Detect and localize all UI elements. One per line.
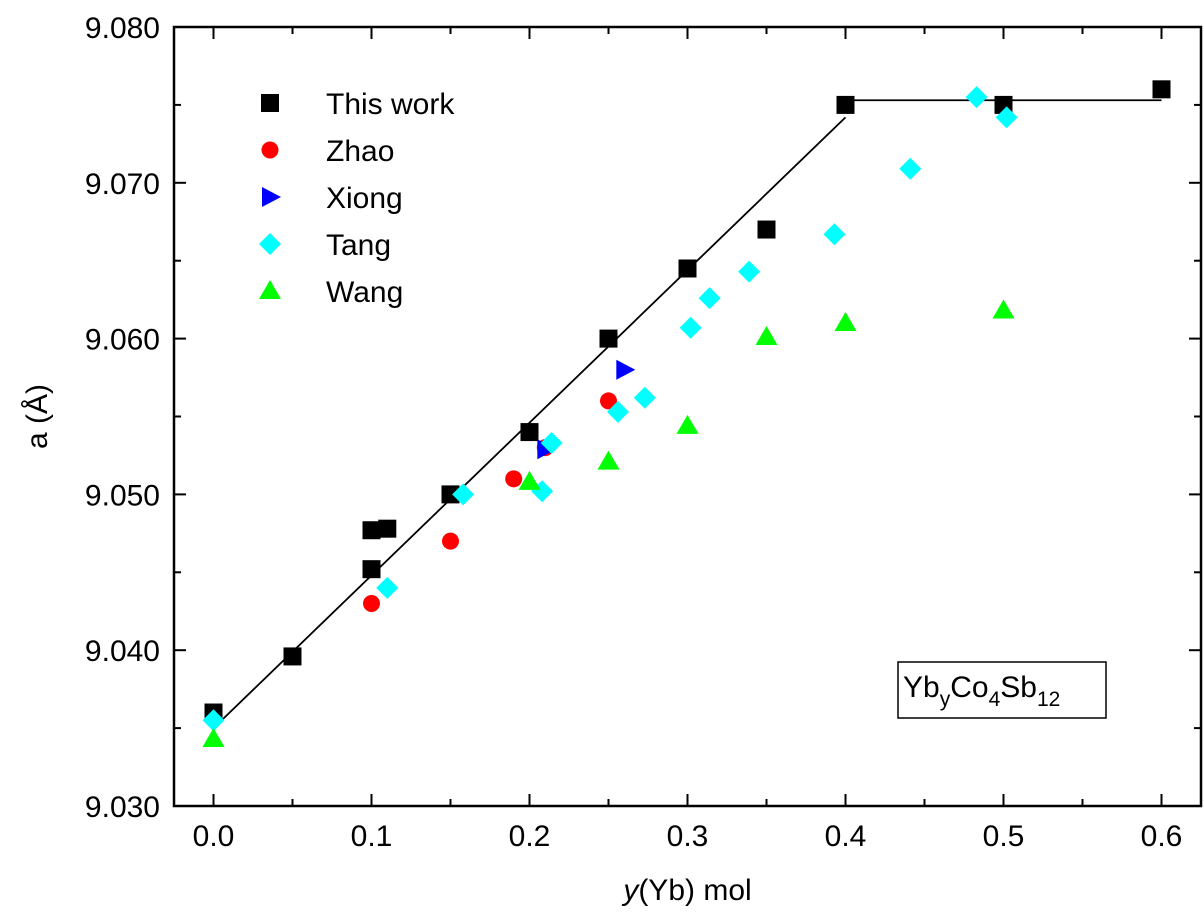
data-point: [283, 647, 302, 666]
data-point: [823, 223, 846, 246]
legend-item: Xiong: [262, 182, 403, 215]
legend-item: Zhao: [261, 135, 394, 168]
data-point: [616, 359, 636, 380]
x-tick-label: 0.6: [1141, 820, 1183, 853]
annotation-sub-1: y: [940, 688, 951, 711]
data-point: [899, 157, 922, 180]
data-point: [679, 316, 702, 339]
data-point: [441, 485, 460, 504]
annotation-base-2: Co: [950, 671, 988, 704]
x-tick-label: 0.3: [667, 820, 709, 853]
data-point: [606, 400, 629, 423]
series-this-work: [204, 80, 1171, 722]
data-point: [452, 483, 475, 506]
legend-marker: [261, 141, 279, 159]
legend-marker: [259, 233, 281, 255]
legend-label: Zhao: [326, 135, 394, 168]
annotation-base-1: Yb: [903, 671, 940, 704]
data-points-layer: [202, 80, 1171, 748]
x-tick-label: 0.1: [351, 820, 393, 853]
x-axis-label-variable: y: [621, 874, 640, 907]
data-point: [738, 260, 761, 283]
legend-label: Wang: [326, 276, 403, 309]
data-point: [363, 594, 380, 612]
data-point: [518, 470, 541, 490]
data-point: [633, 386, 656, 409]
x-axis-label: y(Yb) mol: [621, 874, 751, 907]
data-point: [836, 95, 855, 114]
axis-ticks-layer: 0.0 0.1 0.2 0.3 0.4 0.5 0.6 9.030 9.040 9.050 9.06…: [85, 12, 1201, 853]
legend: This work Zhao Xiong Tang Wang: [259, 88, 455, 309]
y-tick-label: 9.060: [85, 324, 160, 357]
data-point: [600, 392, 617, 410]
data-point: [362, 560, 381, 579]
x-tick-label: 0.2: [509, 820, 551, 853]
data-point: [202, 709, 225, 732]
data-point: [965, 86, 988, 109]
data-point: [505, 470, 523, 488]
data-point: [540, 431, 563, 454]
data-point: [442, 532, 459, 550]
data-point: [378, 519, 397, 538]
data-point: [520, 423, 539, 442]
y-axis-label: a (Å): [21, 384, 54, 449]
data-point: [995, 106, 1018, 129]
data-point: [202, 728, 225, 748]
annotation-sub-3: 12: [1037, 688, 1060, 711]
legend-item: Tang: [259, 229, 391, 262]
x-tick-label: 0.0: [193, 820, 235, 853]
data-point: [834, 312, 857, 332]
data-point: [992, 299, 1015, 319]
compound-annotation: YbyCo4Sb12: [897, 661, 1107, 719]
fit-line: [212, 116, 847, 729]
data-point: [698, 287, 721, 310]
series-tang: [202, 86, 1018, 732]
legend-marker: [261, 94, 279, 112]
data-point: [755, 326, 778, 346]
series-wang: [202, 299, 1015, 748]
legend-marker: [262, 187, 281, 207]
x-axis-label-rest: (Yb) mol: [638, 874, 751, 907]
y-tick-label: 9.070: [85, 168, 160, 201]
annotation-base-3: Sb: [1000, 671, 1037, 704]
x-tick-label: 0.5: [983, 820, 1025, 853]
data-point: [597, 450, 620, 470]
y-tick-label: 9.040: [85, 635, 160, 668]
x-tick-label: 0.4: [825, 820, 867, 853]
data-point: [1152, 80, 1171, 99]
annotation-box: [897, 661, 1107, 719]
data-point: [678, 259, 697, 278]
series-zhao: [363, 392, 617, 612]
legend-label: Xiong: [326, 182, 403, 215]
legend-label: This work: [326, 88, 455, 121]
legend-marker: [259, 280, 281, 299]
data-point: [599, 329, 618, 348]
annotation-sub-2: 4: [989, 688, 1001, 711]
legend-label: Tang: [326, 229, 391, 262]
annotation-formula: YbyCo4Sb12: [903, 671, 1060, 711]
y-tick-label: 9.080: [85, 12, 160, 45]
data-point: [376, 576, 399, 599]
data-point: [757, 220, 776, 239]
data-point: [676, 414, 699, 434]
y-tick-label: 9.050: [85, 479, 160, 512]
y-tick-label: 9.030: [85, 791, 160, 824]
data-point: [362, 521, 381, 540]
legend-item: Wang: [259, 276, 403, 309]
legend-item: This work: [261, 88, 455, 121]
